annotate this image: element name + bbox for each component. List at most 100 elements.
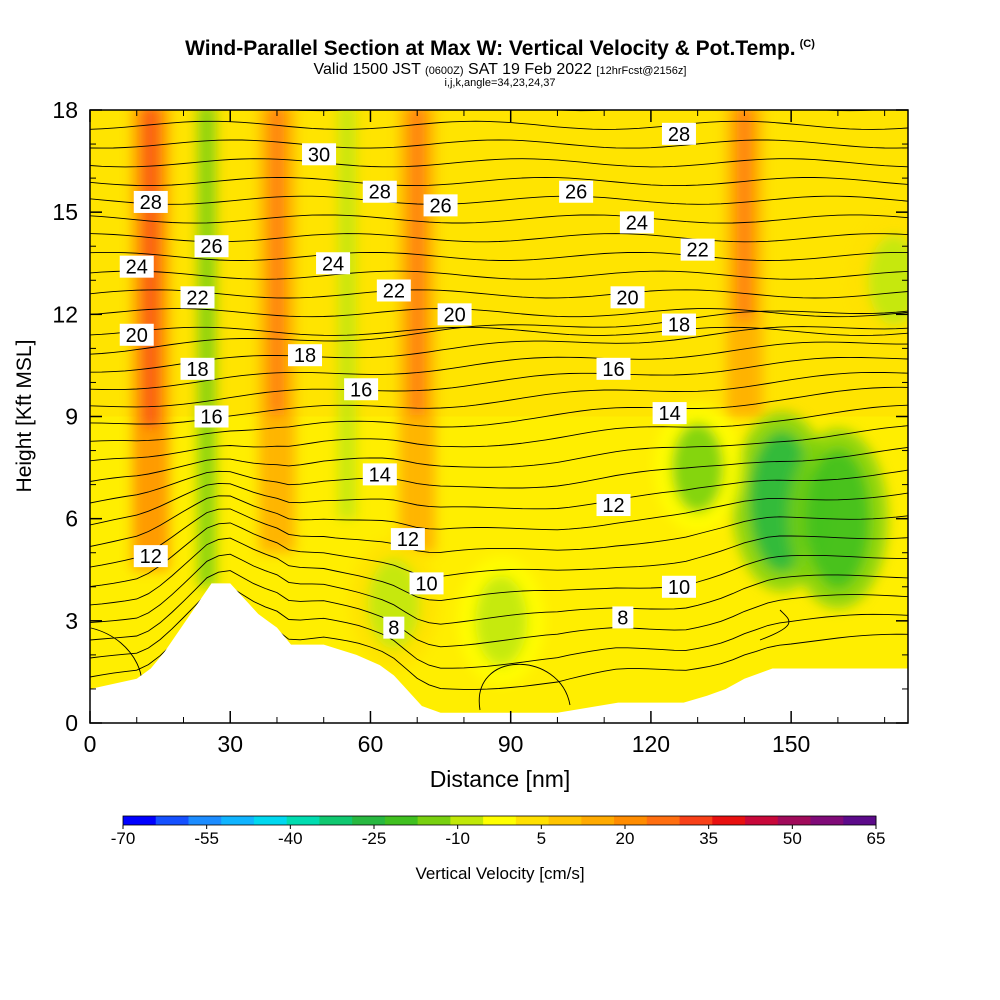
contour-label: 22 bbox=[180, 286, 215, 309]
contour-label: 28 bbox=[661, 122, 696, 146]
colorbar-swatch bbox=[777, 816, 812, 825]
y-tick-label: 3 bbox=[65, 608, 78, 634]
contour-label-box bbox=[376, 279, 411, 302]
contour-label: 18 bbox=[288, 344, 323, 367]
contour-label: 18 bbox=[661, 313, 696, 337]
contour-label-box bbox=[680, 238, 715, 261]
chart-subtitle: Valid 1500 JST (0600Z) SAT 19 Feb 2022 [… bbox=[313, 61, 687, 78]
y-tick-label: 12 bbox=[52, 301, 78, 327]
contour-label: 18 bbox=[180, 357, 215, 381]
contour-label-text: 20 bbox=[126, 325, 148, 347]
contour-label-text: 18 bbox=[668, 315, 690, 337]
y-tick-label: 18 bbox=[52, 97, 78, 123]
colorbar-tick-label: 20 bbox=[616, 829, 635, 848]
colorbar-swatch bbox=[123, 816, 157, 825]
colorbar-tick-label: 35 bbox=[699, 829, 718, 848]
contour-label-box bbox=[661, 122, 696, 145]
contour-label: 10 bbox=[661, 575, 696, 599]
contour-label: 16 bbox=[596, 357, 631, 381]
colorbar-swatch bbox=[384, 816, 419, 825]
colorbar-swatch bbox=[188, 816, 222, 825]
theta-contour-line bbox=[759, 609, 790, 641]
contour-label-box bbox=[362, 180, 397, 203]
contour-label-text: 28 bbox=[369, 182, 391, 204]
contour-label-text: 14 bbox=[369, 464, 391, 486]
contour-label-box bbox=[180, 286, 215, 309]
contour-label: 16 bbox=[194, 405, 229, 429]
theta-contour-line bbox=[90, 158, 908, 168]
contour-label-box bbox=[194, 405, 229, 428]
x-axis-label: Distance [nm] bbox=[429, 766, 571, 792]
contour-label-box bbox=[362, 463, 397, 486]
contour-label: 14 bbox=[652, 402, 687, 425]
colorbar-swatch bbox=[548, 816, 582, 825]
colorbar-swatch bbox=[614, 816, 648, 825]
contour-label: 26 bbox=[194, 235, 229, 258]
contour-label: 12 bbox=[596, 494, 631, 517]
contour-label-box bbox=[119, 323, 154, 346]
colorbar-swatch bbox=[712, 816, 746, 825]
contour-label-box bbox=[194, 235, 229, 258]
contour-label: 20 bbox=[437, 303, 472, 326]
contour-labels: 30 28 28 28 26 26 26 24 24 24 22 22 22 20 20 20 18 18 18 16… bbox=[119, 122, 715, 640]
colorbar-swatch bbox=[483, 816, 517, 825]
theta-contour-line bbox=[90, 553, 908, 625]
contour-label-box bbox=[180, 357, 215, 380]
contour-label-box bbox=[302, 143, 337, 166]
theta-contour-line bbox=[90, 120, 908, 130]
contour-label-box bbox=[383, 616, 405, 639]
colorbar-tick-label: 50 bbox=[783, 829, 802, 848]
contour-label-text: 22 bbox=[383, 280, 405, 302]
colorbar-swatch bbox=[646, 816, 681, 825]
y-tick-label: 6 bbox=[65, 506, 78, 532]
contour-label-text: 16 bbox=[350, 379, 372, 401]
contour-label-box bbox=[437, 303, 472, 326]
colorbar-swatch bbox=[417, 816, 451, 825]
colorbar: -70 -55 -40 -25 -10 5 20 35 50 65 bbox=[111, 815, 885, 848]
contour-label-text: 28 bbox=[668, 124, 690, 146]
theta-contour-line bbox=[90, 308, 908, 318]
contour-label-box bbox=[610, 286, 645, 309]
theta-contour-line bbox=[90, 310, 908, 355]
theta-contour-line bbox=[90, 195, 908, 205]
terrain-mask bbox=[90, 583, 908, 723]
velocity-band bbox=[197, 110, 216, 587]
colorbar-tick-label: -40 bbox=[278, 829, 303, 848]
colorbar-swatch bbox=[352, 816, 386, 825]
contour-label-box bbox=[596, 494, 631, 517]
contour-label: 20 bbox=[119, 323, 154, 347]
colorbar-swatch bbox=[745, 816, 779, 825]
contour-label-text: 22 bbox=[186, 287, 208, 309]
contour-label: 26 bbox=[559, 180, 594, 204]
theta-contour-line bbox=[90, 537, 908, 606]
colorbar-swatch bbox=[843, 816, 877, 825]
contour-label: 28 bbox=[133, 190, 168, 214]
theta-contour-line bbox=[90, 326, 908, 373]
axes: 0 30 60 90 120 150 0 3 6 9 12 15 18 bbox=[52, 97, 908, 757]
colorbar-label: Vertical Velocity [cm/s] bbox=[415, 864, 585, 883]
colorbar-swatch bbox=[450, 816, 484, 825]
contour-label-box bbox=[652, 402, 687, 425]
theta-contour-line bbox=[90, 356, 908, 408]
contour-label: 24 bbox=[619, 211, 654, 234]
contour-label-box bbox=[661, 313, 696, 336]
contour-label-box bbox=[288, 344, 323, 367]
contour-label-box bbox=[133, 545, 168, 568]
theta-contour-line bbox=[90, 341, 908, 391]
velocity-band-core bbox=[410, 110, 425, 415]
theta-contour-line bbox=[90, 492, 908, 547]
contour-label: 26 bbox=[423, 194, 458, 217]
x-tick-label: 30 bbox=[217, 731, 243, 757]
contour-label-text: 26 bbox=[200, 236, 222, 258]
contour-label-text: 26 bbox=[565, 182, 587, 204]
contour-label-text: 30 bbox=[308, 144, 330, 166]
contour-label-box bbox=[619, 211, 654, 234]
colorbar-tick-label: -25 bbox=[362, 829, 387, 848]
contour-label: 8 bbox=[383, 616, 405, 640]
theta-contour-line bbox=[90, 446, 908, 504]
contour-label-text: 12 bbox=[397, 529, 419, 551]
contour-label-text: 22 bbox=[687, 240, 709, 262]
title-mark: (C) bbox=[799, 38, 815, 50]
contour-label: 12 bbox=[133, 545, 168, 568]
colorbar-swatch bbox=[319, 816, 353, 825]
